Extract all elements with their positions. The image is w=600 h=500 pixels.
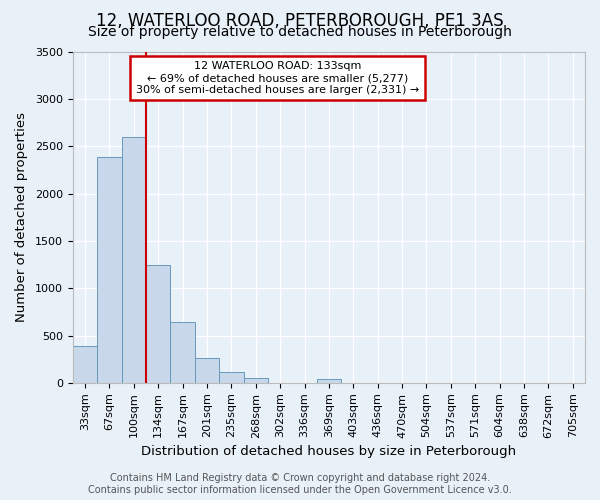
Y-axis label: Number of detached properties: Number of detached properties <box>15 112 28 322</box>
Bar <box>146 266 170 383</box>
Text: Size of property relative to detached houses in Peterborough: Size of property relative to detached ho… <box>88 25 512 39</box>
Text: Contains HM Land Registry data © Crown copyright and database right 2024.
Contai: Contains HM Land Registry data © Crown c… <box>88 474 512 495</box>
Bar <box>73 346 97 383</box>
Text: 12, WATERLOO ROAD, PETERBOROUGH, PE1 3AS: 12, WATERLOO ROAD, PETERBOROUGH, PE1 3AS <box>96 12 504 30</box>
Bar <box>219 372 244 383</box>
Bar <box>317 379 341 383</box>
Bar <box>122 136 146 383</box>
Text: 12 WATERLOO ROAD: 133sqm
← 69% of detached houses are smaller (5,277)
30% of sem: 12 WATERLOO ROAD: 133sqm ← 69% of detach… <box>136 62 419 94</box>
Bar <box>97 156 122 383</box>
X-axis label: Distribution of detached houses by size in Peterborough: Distribution of detached houses by size … <box>142 444 517 458</box>
Bar <box>170 322 195 383</box>
Bar <box>244 378 268 383</box>
Bar <box>195 358 219 383</box>
